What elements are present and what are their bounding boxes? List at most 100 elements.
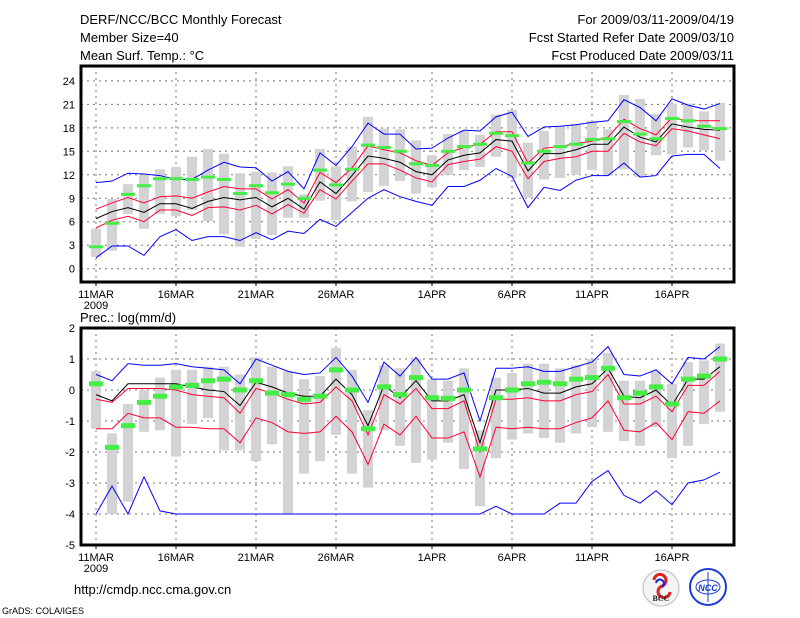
spread-bar: [427, 155, 437, 188]
spread-bar: [411, 359, 421, 463]
forecast-marker: [601, 365, 615, 371]
forecast-marker: [281, 392, 295, 398]
spread-bar: [363, 410, 373, 488]
forecast-marker: [393, 149, 407, 153]
forecast-marker: [569, 376, 583, 382]
bcc-logo: BCC: [642, 569, 680, 607]
forecast-marker: [281, 182, 295, 186]
y-tick-label: -4: [65, 509, 75, 521]
forecast-marker: [185, 177, 199, 181]
spread-bar: [331, 348, 341, 435]
forecast-marker: [473, 142, 487, 146]
forecast-marker: [345, 167, 359, 171]
y-tick-label: 24: [63, 76, 75, 88]
forecast-marker: [201, 378, 215, 384]
forecast-marker: [489, 131, 503, 135]
forecast-marker: [601, 137, 615, 141]
forecast-marker: [265, 191, 279, 195]
forecast-produced-date: Fcst Produced Date 2009/03/11: [551, 48, 734, 63]
x-tick-label: 1APR: [418, 552, 447, 564]
forecast-marker: [713, 356, 727, 362]
series-mean-line: [95, 123, 721, 220]
spread-bar: [123, 403, 133, 502]
grads-credit: GrADS: COLA/IGES: [2, 606, 84, 616]
spread-bar: [363, 116, 373, 192]
forecast-marker: [617, 395, 631, 401]
forecast-marker: [537, 149, 551, 153]
series-max-line: [95, 345, 721, 423]
x-tick-label: 26MAR: [318, 552, 355, 564]
forecast-marker: [553, 381, 567, 387]
spread-bar: [507, 109, 517, 178]
spread-bar: [603, 352, 613, 432]
x-tick-label: 11APR: [575, 552, 609, 564]
forecast-marker: [681, 376, 695, 382]
forecast-start-date: Fcst Started Refer Date 2009/03/10: [529, 30, 734, 45]
x-tick-label: 16APR: [655, 552, 690, 564]
spread-bar: [91, 371, 101, 429]
forecast-marker: [105, 444, 119, 450]
spread-bar: [139, 174, 149, 229]
forecast-marker: [249, 378, 263, 384]
x-tick-label: 11MAR: [78, 289, 114, 301]
forecast-marker: [297, 396, 311, 402]
temperature-panel: 0 3 6 9 12 15 18 21 24 11MAR 16MAR 21MAR 26MAR 1APR 6A…: [63, 64, 736, 312]
member-size: Member Size=40: [80, 30, 179, 45]
forecast-marker: [313, 168, 327, 172]
y-tick-label: 1: [69, 354, 75, 366]
series-min-line: [95, 153, 721, 259]
spread-bar: [203, 366, 213, 418]
spread-bar: [299, 379, 309, 474]
forecast-marker: [297, 196, 311, 200]
spread-bar: [443, 134, 453, 175]
forecast-marker: [537, 379, 551, 385]
spread-bar: [459, 368, 469, 470]
forecast-marker: [361, 426, 375, 432]
forecast-marker: [249, 184, 263, 188]
spread-bar: [251, 357, 261, 462]
spread-bar: [91, 228, 101, 257]
y-tick-label: 3: [69, 240, 75, 252]
spread-bar: [315, 376, 325, 462]
forecast-marker: [457, 145, 471, 149]
forecast-marker: [633, 132, 647, 136]
forecast-marker: [233, 192, 247, 196]
spread-bar: [267, 172, 277, 236]
forecast-marker: [697, 124, 711, 128]
forecast-marker: [457, 387, 471, 393]
forecast-marker: [617, 120, 631, 124]
forecast-marker: [633, 390, 647, 396]
series-upper-line: [95, 371, 721, 454]
forecast-marker: [153, 177, 167, 181]
forecast-marker: [505, 387, 519, 393]
forecast-marker: [121, 423, 135, 429]
spread-bar: [475, 430, 485, 507]
series-max-line: [95, 98, 721, 190]
forecast-marker: [409, 162, 423, 166]
series-lower-line: [95, 128, 721, 229]
spread-bar: [283, 371, 293, 514]
forecast-marker: [665, 116, 679, 120]
spread-bar: [395, 129, 405, 182]
forecast-marker: [121, 192, 135, 196]
forecast-marker: [169, 177, 183, 181]
spread-bar: [587, 359, 597, 428]
forecast-marker: [425, 395, 439, 401]
y-tick-label: 12: [63, 170, 75, 182]
forecast-marker: [585, 375, 599, 381]
forecast-marker: [233, 387, 247, 393]
forecast-marker: [89, 245, 103, 249]
spread-bar: [651, 371, 661, 428]
x-tick-label: 16MAR: [158, 289, 195, 301]
y-tick-label: 18: [63, 123, 75, 135]
spread-bar: [603, 129, 613, 176]
spread-bar: [667, 383, 677, 459]
forecast-marker: [553, 145, 567, 149]
spread-bar: [683, 103, 693, 148]
forecast-marker: [681, 119, 695, 123]
forecast-marker: [217, 376, 231, 382]
x-tick-label: 16MAR: [158, 552, 195, 564]
y-tick-label: 0: [69, 264, 75, 276]
spread-bar: [155, 169, 165, 214]
x-tick-label: 21MAR: [238, 552, 275, 564]
